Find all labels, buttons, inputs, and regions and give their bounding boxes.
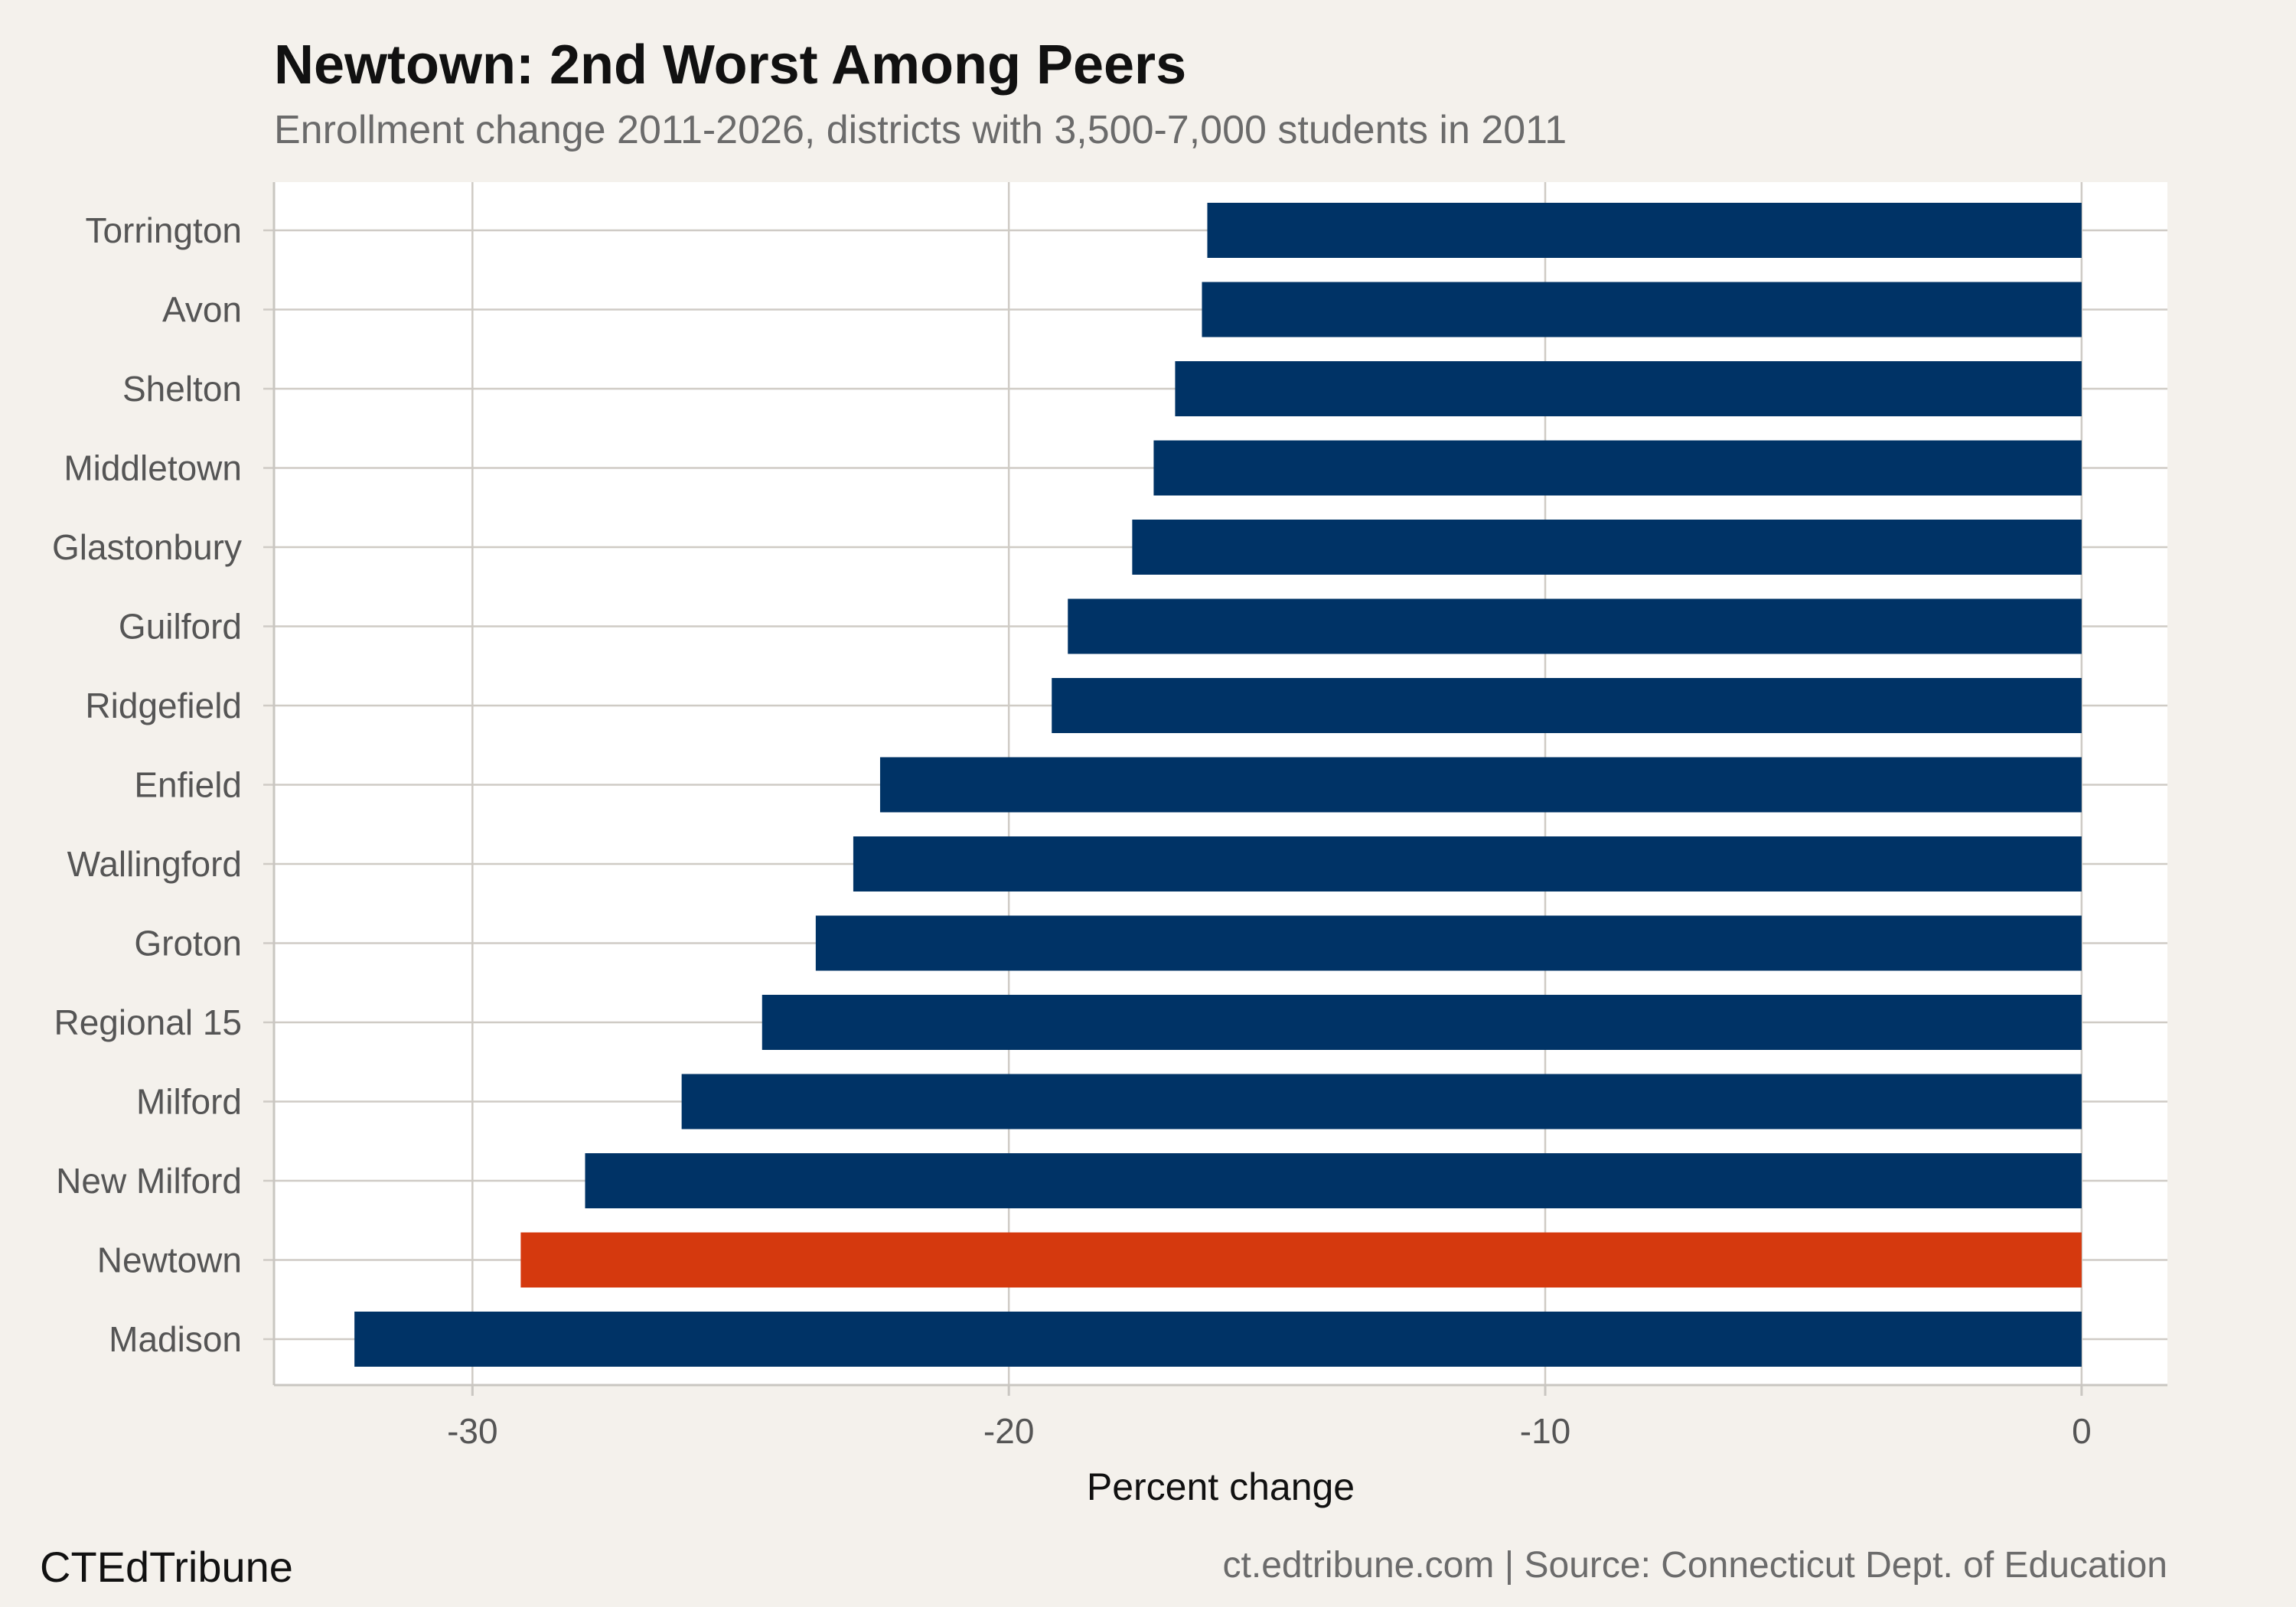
y-tick-label: Enfield	[134, 765, 242, 805]
bar-groton	[815, 915, 2082, 971]
x-tick-label: -10	[1520, 1411, 1570, 1451]
y-tick-label: Madison	[109, 1319, 242, 1359]
y-tick-label: Avon	[162, 290, 242, 330]
x-tick-label: 0	[2072, 1411, 2092, 1451]
y-tick-label: Torrington	[85, 210, 242, 250]
bar-newtown	[520, 1232, 2082, 1288]
x-tick-label: -30	[447, 1411, 497, 1451]
footer-source: ct.edtribune.com | Source: Connecticut D…	[1222, 1545, 2167, 1586]
y-tick-label: New Milford	[56, 1161, 242, 1201]
y-tick-label: Groton	[134, 924, 242, 963]
footer-brand: CTEdTribune	[40, 1543, 293, 1591]
y-tick-label: Middletown	[64, 448, 242, 488]
y-tick-label: Guilford	[119, 607, 242, 647]
x-tick-label: -20	[983, 1411, 1034, 1451]
bar-avon	[1202, 282, 2082, 337]
bar-middletown	[1153, 440, 2082, 496]
bar-new-milford	[585, 1153, 2082, 1208]
chart-title: Newtown: 2nd Worst Among Peers	[274, 34, 1187, 96]
bar-wallingford	[853, 836, 2082, 892]
y-tick-label: Glastonbury	[52, 527, 242, 567]
bar-madison	[354, 1312, 2082, 1367]
y-tick-label: Wallingford	[67, 844, 242, 884]
bar-ridgefield	[1052, 678, 2082, 733]
y-tick-label: Newtown	[97, 1240, 242, 1280]
bar-regional-15	[762, 995, 2082, 1050]
bar-enfield	[879, 757, 2082, 813]
y-tick-label: Milford	[136, 1082, 242, 1122]
y-tick-label: Ridgefield	[85, 686, 242, 725]
bar-milford	[681, 1074, 2082, 1129]
x-axis-label: Percent change	[1087, 1465, 1355, 1508]
chart-subtitle: Enrollment change 2011-2026, districts w…	[274, 108, 1567, 152]
bar-shelton	[1175, 361, 2082, 416]
bar-glastonbury	[1132, 520, 2082, 575]
y-axis-labels: Torrington Avon Shelton Middletown Glastonbu…	[52, 210, 242, 1359]
bar-torrington	[1207, 203, 2082, 258]
x-axis-ticks: -30 -20 -10 0	[447, 1385, 2092, 1451]
bars	[354, 203, 2082, 1367]
y-tick-label: Regional 15	[54, 1002, 242, 1042]
y-tick-label: Shelton	[122, 369, 242, 409]
bar-guilford	[1068, 598, 2082, 654]
